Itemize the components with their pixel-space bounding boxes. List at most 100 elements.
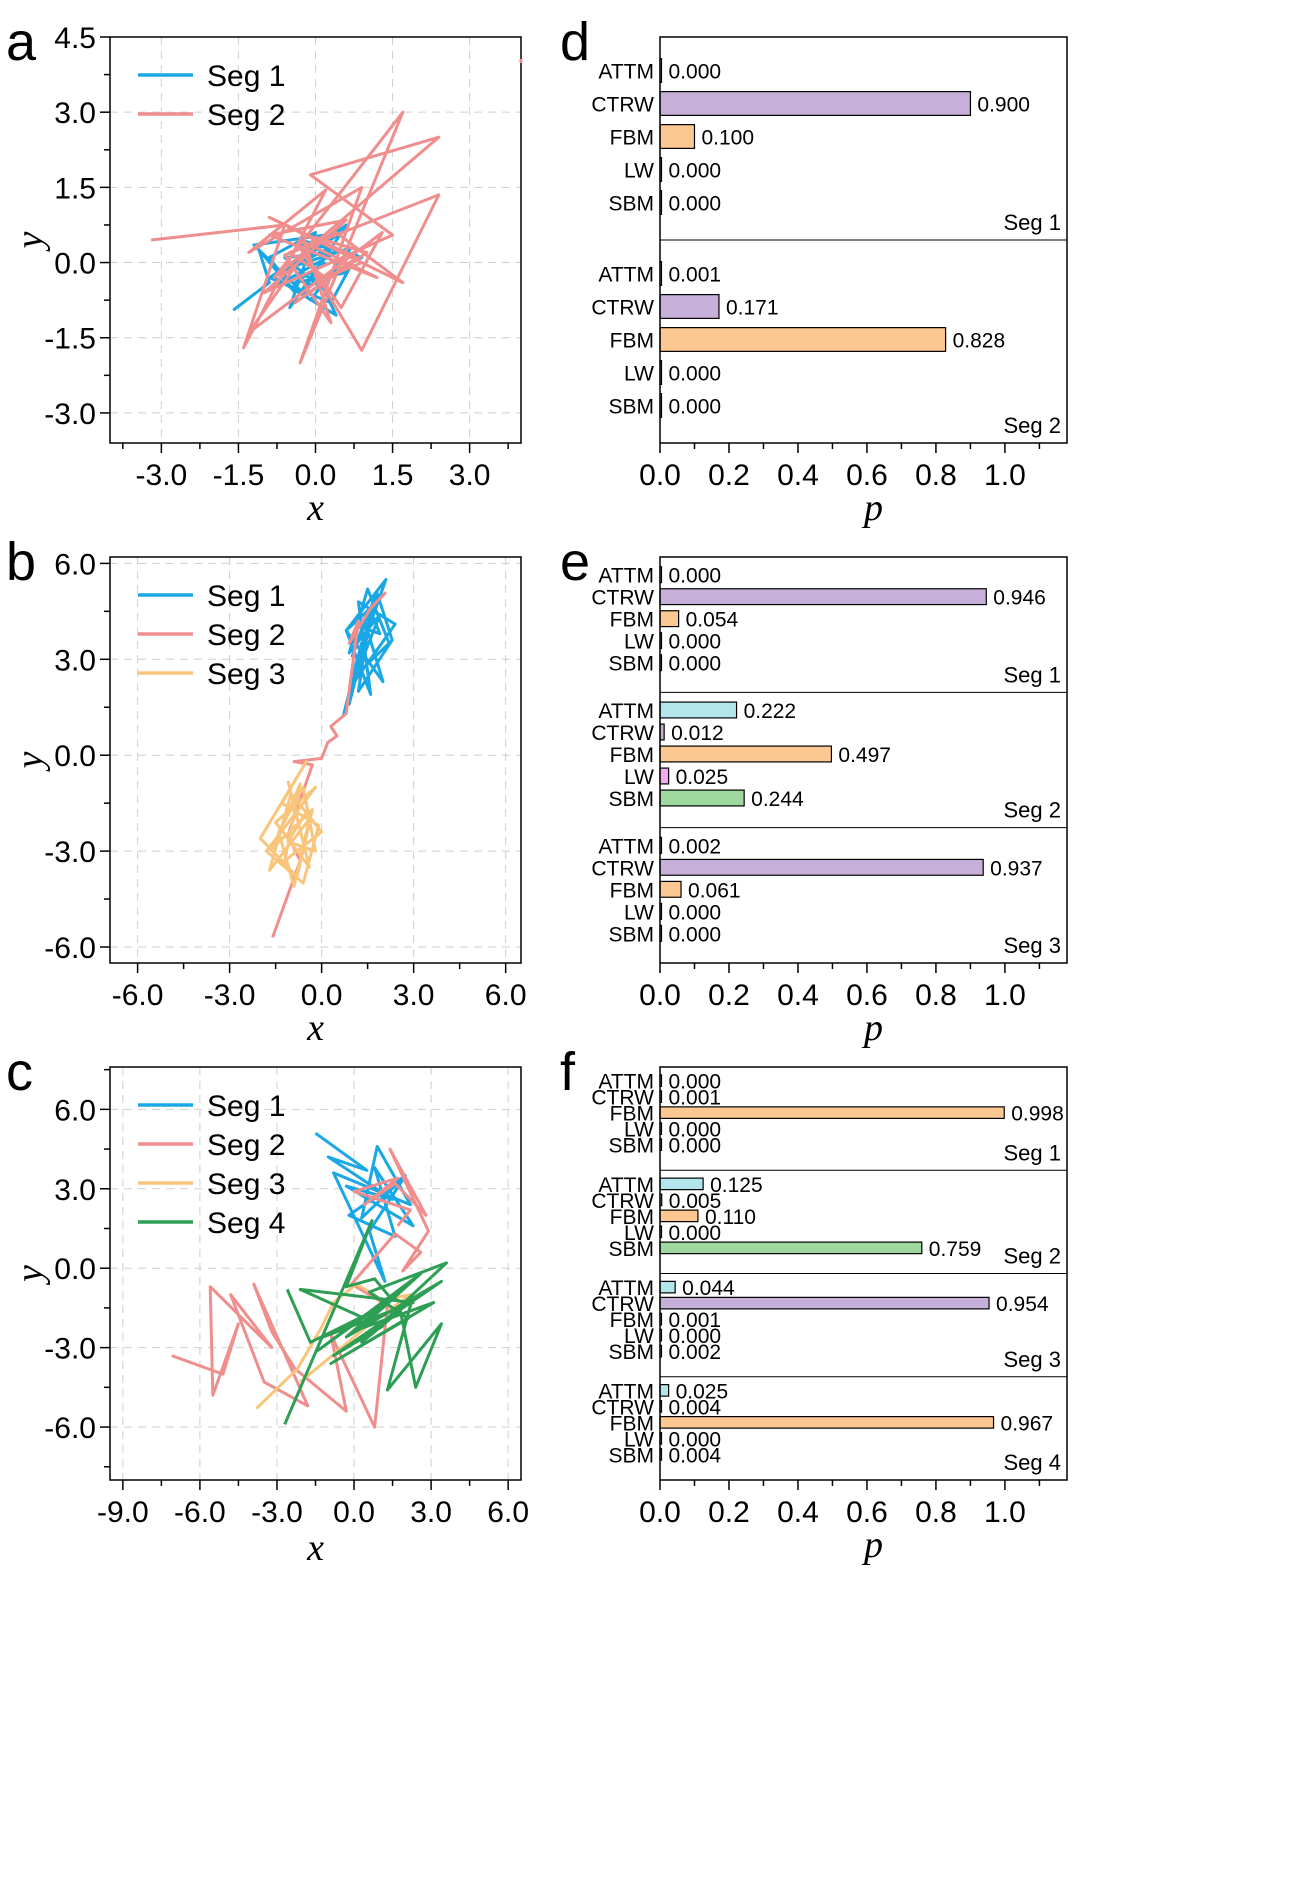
panel-c: c -9.0 -6.0 -3.0 0.0 3.0 6.0 -6.0 -3.0 0.0 3.0 6.0 x…	[6, 1042, 529, 1569]
x-axis-label: x	[306, 1007, 324, 1049]
bar-value-label: 0.000	[669, 1325, 722, 1348]
category-label: FBM	[610, 1309, 654, 1332]
category-label: FBM	[610, 127, 654, 150]
y-axis-label: y	[9, 751, 51, 772]
trajectory-c-seg2	[171, 1147, 430, 1429]
plot-frame	[659, 36, 1068, 444]
bar-value-label: 0.000	[669, 653, 722, 676]
x-tick-label: 0.4	[777, 979, 819, 1012]
x-tick-label: 0.0	[333, 1496, 375, 1529]
group-label: Seg 3	[1004, 1347, 1062, 1372]
x-tick-label: 0.0	[639, 1496, 681, 1529]
bar-sbm-seg2	[659, 789, 745, 807]
x-tick-label: -6.0	[174, 1496, 226, 1529]
bar-value-label: 0.946	[993, 587, 1046, 610]
category-label: CTRW	[591, 1087, 654, 1110]
legend-label-4: Seg 4	[207, 1207, 285, 1240]
x-tick-label: 0.6	[846, 459, 888, 492]
panel-letter-e: e	[560, 532, 590, 592]
y-tick-label: 6.0	[54, 1094, 96, 1127]
legend-label-1: Seg 1	[207, 1090, 285, 1123]
bar-ctrw-seg2	[659, 294, 720, 319]
y-tick-label: -3.0	[44, 836, 96, 869]
bar-value-label: 0.000	[669, 193, 722, 216]
category-label: FBM	[610, 330, 654, 353]
category-label: LW	[624, 1428, 654, 1451]
bar-value-label: 0.828	[953, 330, 1006, 353]
x-tick-label: -6.0	[112, 979, 164, 1012]
x-tick-label: 6.0	[485, 979, 527, 1012]
bar-value-label: 0.004	[669, 1396, 722, 1419]
x-tick-label: -3.0	[136, 459, 188, 492]
panel-letter-b: b	[6, 532, 36, 592]
bar-value-label: 0.000	[669, 923, 722, 946]
bar-value-label: 0.005	[669, 1190, 722, 1213]
bar-fbm-seg1	[659, 610, 680, 628]
bar-attm-seg3	[659, 1280, 676, 1294]
y-tick-label: 3.0	[54, 97, 96, 130]
category-label: FBM	[610, 879, 654, 902]
bar-ctrw-seg1	[659, 588, 987, 606]
x-tick-label: 0.2	[708, 459, 750, 492]
bar-value-label: 0.000	[669, 396, 722, 419]
y-tick-label: -1.5	[44, 323, 96, 356]
category-label: SBM	[608, 653, 654, 676]
legend-label-2: Seg 2	[207, 1129, 285, 1162]
y-tick-label: 0.0	[54, 248, 96, 281]
category-label: LW	[624, 1222, 654, 1245]
x-tick-label: 0.4	[777, 1496, 819, 1529]
category-label: ATTM	[598, 835, 654, 858]
x-tick-label: -3.0	[251, 1496, 303, 1529]
category-label: SBM	[608, 1444, 654, 1467]
bar-value-label: 0.110	[705, 1206, 756, 1229]
panel-letter-f: f	[560, 1042, 576, 1102]
bar-value-label: 0.125	[710, 1174, 763, 1197]
panel-letter-a: a	[6, 12, 37, 72]
x-tick-label: 0.8	[915, 459, 957, 492]
category-label: ATTM	[598, 1174, 654, 1197]
y-tick-label: 0.0	[54, 740, 96, 773]
group-label: Seg 1	[1004, 210, 1062, 235]
bar-value-label: 0.002	[669, 835, 722, 858]
category-label: CTRW	[591, 587, 654, 610]
bar-value-label: 0.002	[669, 1341, 722, 1364]
bar-value-label: 0.759	[929, 1238, 982, 1261]
bar-value-label: 0.998	[1011, 1103, 1064, 1126]
bar-value-label: 0.244	[751, 788, 804, 811]
category-label: SBM	[608, 396, 654, 419]
category-label: LW	[624, 160, 654, 183]
bar-value-label: 0.000	[669, 61, 722, 84]
x-axis-label: x	[306, 487, 324, 529]
category-label: SBM	[608, 1135, 654, 1158]
bar-value-label: 0.222	[744, 700, 797, 723]
category-label: ATTM	[598, 700, 654, 723]
bar-value-label: 0.000	[669, 565, 722, 588]
trajectory-b-seg3	[258, 760, 324, 888]
category-label: ATTM	[598, 1071, 654, 1094]
group-label: Seg 2	[1004, 413, 1062, 438]
category-label: CTRW	[591, 722, 654, 745]
category-label: FBM	[610, 1103, 654, 1126]
bar-ctrw-seg1	[659, 91, 972, 116]
group-label: Seg 2	[1004, 1244, 1062, 1269]
x-tick-label: 3.0	[410, 1496, 452, 1529]
y-tick-label: 3.0	[54, 1174, 96, 1207]
y-tick-label: 0.0	[54, 1253, 96, 1286]
x-tick-label: 0.0	[295, 459, 337, 492]
panel-letter-c: c	[6, 1042, 33, 1102]
category-label: FBM	[610, 1206, 654, 1229]
bar-lw-seg2	[659, 767, 670, 785]
bar-value-label: 0.061	[688, 879, 741, 902]
y-tick-label: -3.0	[44, 398, 96, 431]
y-axis-label: y	[9, 231, 51, 252]
bar-value-label: 0.001	[669, 1309, 722, 1332]
bar-value-label: 0.000	[669, 363, 722, 386]
plot-frame	[659, 1066, 1068, 1481]
plot-frame	[659, 556, 1068, 964]
x-tick-label: 1.0	[984, 979, 1026, 1012]
x-tick-label: 0.4	[777, 459, 819, 492]
category-label: FBM	[610, 744, 654, 767]
panel-a: a -3.0 -1.5 0.0 1.5 3.0 -3.0 -1.5 0.0 1.5 3.0 4.5 x y…	[6, 12, 522, 529]
bar-attm-seg2	[659, 1177, 704, 1191]
x-axis-label: p	[861, 1007, 883, 1049]
